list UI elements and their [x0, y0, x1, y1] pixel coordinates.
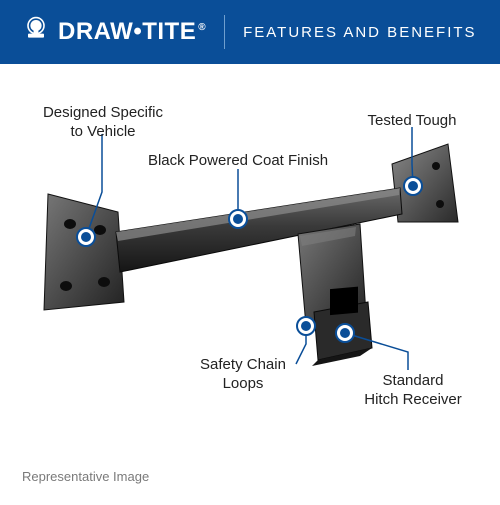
header-subtitle: FEATURES AND BENEFITS: [243, 24, 476, 41]
header-divider: [224, 15, 225, 49]
hitch-product: [44, 144, 458, 366]
header-bar: DRAW•TITE® FEATURES AND BENEFITS: [0, 0, 500, 64]
brand-name: DRAW•TITE®: [58, 18, 206, 46]
product-diagram: [0, 64, 500, 500]
callout-marker-designed: [77, 228, 95, 246]
diagram-canvas: Designed Specificto VehicleBlack Powered…: [0, 64, 500, 500]
callout-marker-receiver: [336, 324, 354, 342]
callout-marker-chain: [297, 317, 315, 335]
brand-logo: DRAW•TITE®: [20, 16, 206, 48]
hitch-ball-icon: [20, 16, 52, 48]
callout-marker-blackcoat: [229, 210, 247, 228]
brand-reg-mark: ®: [198, 22, 206, 33]
callout-marker-tested: [404, 177, 422, 195]
footnote: Representative Image: [22, 469, 149, 484]
brand-name-text: DRAW•TITE: [58, 18, 196, 45]
